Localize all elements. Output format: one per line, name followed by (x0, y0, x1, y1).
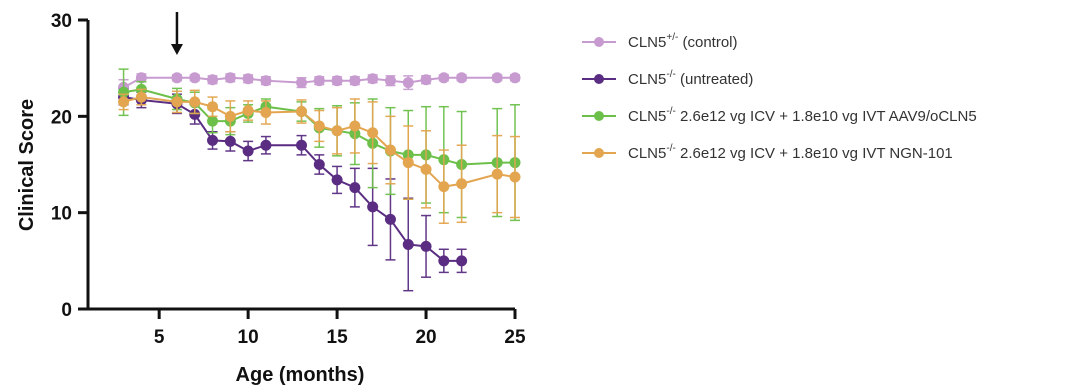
legend-item-1: CLN5+/- (control) (582, 32, 738, 51)
data-point-4-8 (260, 106, 272, 118)
data-point-1-9 (296, 77, 307, 89)
data-point-4-1 (118, 96, 130, 108)
series-2 (118, 88, 468, 292)
data-point-1-13 (367, 73, 379, 85)
y-tick-label: 20 (51, 107, 72, 128)
data-point-1-10 (313, 75, 325, 87)
data-point-4-7 (242, 105, 254, 117)
y-axis-title: Clinical Score (16, 99, 38, 231)
data-point-1-4 (189, 72, 201, 84)
data-point-4-13 (367, 127, 379, 139)
data-point-4-5 (207, 101, 219, 113)
data-point-4-19 (491, 168, 503, 180)
data-point-2-12 (349, 182, 361, 194)
legend-label-1: CLN5+/- (control) (628, 32, 738, 51)
data-point-2-7 (242, 145, 254, 157)
data-point-1-19 (491, 72, 503, 84)
data-point-4-18 (456, 178, 468, 190)
annotation-arrow-head (170, 44, 183, 55)
data-point-2-8 (260, 139, 272, 151)
data-point-1-14 (384, 75, 396, 87)
data-point-1-17 (438, 72, 450, 84)
data-point-4-2 (135, 91, 147, 103)
data-point-4-17 (438, 181, 450, 193)
y-tick-label: 30 (51, 11, 72, 32)
legend-item-3: CLN5-/- 2.6e12 vg ICV + 1.8e10 vg IVT AA… (582, 106, 977, 125)
data-point-4-16 (420, 163, 432, 175)
data-point-4-20 (509, 171, 521, 183)
x-tick-label: 10 (238, 327, 259, 348)
data-point-1-20 (509, 72, 521, 84)
data-point-1-15 (402, 77, 414, 89)
legend-label-2: CLN5-/- (untreated) (628, 69, 753, 88)
legend-label-4: CLN5-/- 2.6e12 vg ICV + 1.8e10 vg IVT NG… (628, 143, 953, 162)
data-point-4-12 (349, 120, 361, 132)
x-tick-label: 25 (504, 327, 526, 348)
data-point-4-3 (171, 96, 183, 108)
y-tick-label: 0 (61, 300, 72, 321)
data-point-4-11 (331, 125, 343, 137)
legend-marker-1 (594, 37, 604, 47)
data-point-2-16 (420, 240, 432, 252)
legend-label-3: CLN5-/- 2.6e12 vg ICV + 1.8e10 vg IVT AA… (628, 106, 977, 125)
data-point-2-6 (224, 135, 236, 147)
series-line-2 (123, 96, 462, 262)
data-point-4-15 (402, 157, 414, 169)
data-point-1-6 (224, 72, 236, 84)
data-point-2-14 (384, 213, 396, 225)
data-point-1-3 (171, 72, 183, 84)
data-point-2-13 (367, 201, 379, 213)
legend-item-2: CLN5-/- (untreated) (582, 69, 753, 88)
x-tick-label: 15 (327, 327, 349, 348)
data-point-2-5 (207, 134, 219, 146)
data-point-2-11 (331, 174, 343, 186)
data-point-1-8 (260, 75, 272, 87)
legend-marker-3 (594, 111, 604, 121)
y-tick-label: 10 (51, 204, 72, 225)
legend-marker-2 (594, 74, 604, 84)
series-4 (118, 88, 521, 225)
x-axis-title: Age (months) (236, 364, 365, 386)
data-point-2-10 (313, 159, 325, 170)
data-point-1-18 (456, 72, 468, 84)
data-point-1-11 (331, 75, 343, 87)
x-tick-label: 5 (154, 327, 165, 348)
legend: CLN5+/- (control) CLN5-/- (untreated) CLN5… (582, 32, 977, 162)
data-point-4-6 (224, 110, 236, 122)
data-point-4-4 (189, 96, 201, 108)
plot-area (118, 68, 521, 292)
x-tick-label: 20 (415, 327, 436, 348)
data-point-3-5 (207, 115, 219, 127)
data-point-2-18 (456, 255, 468, 267)
legend-marker-4 (594, 148, 604, 158)
data-point-1-16 (420, 74, 432, 86)
data-point-2-17 (438, 255, 450, 267)
data-point-2-9 (296, 139, 307, 151)
data-point-4-14 (384, 144, 396, 156)
data-point-1-5 (207, 74, 219, 86)
axes: 0 10 20 30 5 10 15 20 25 (51, 11, 526, 348)
data-point-1-12 (349, 75, 361, 87)
data-point-4-9 (296, 106, 307, 118)
data-point-2-15 (402, 238, 414, 250)
data-point-1-7 (242, 73, 254, 85)
data-point-4-10 (313, 120, 325, 132)
legend-item-4: CLN5-/- 2.6e12 vg ICV + 1.8e10 vg IVT NG… (582, 143, 953, 162)
